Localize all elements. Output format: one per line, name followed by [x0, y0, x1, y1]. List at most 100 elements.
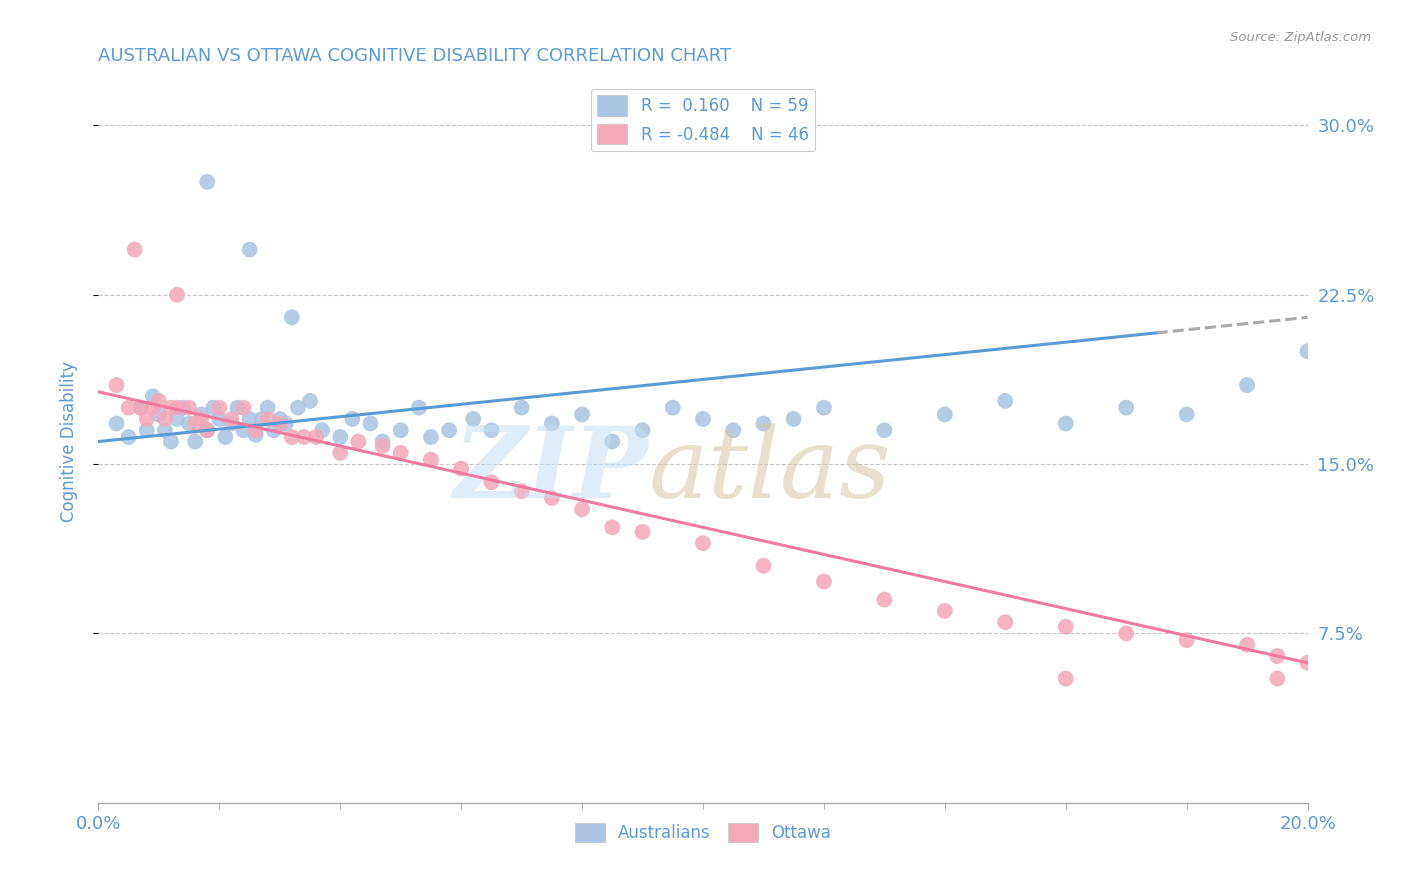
Point [463, 412, 485, 426]
Point [269, 417, 291, 431]
Point [1054, 672, 1077, 686]
Point [481, 423, 503, 437]
Point [342, 412, 364, 426]
Point [1236, 378, 1258, 392]
Point [105, 378, 128, 392]
Point [631, 524, 654, 539]
Point [631, 423, 654, 437]
Point [1296, 344, 1319, 359]
Point [208, 412, 231, 426]
Point [1175, 408, 1198, 422]
Point [160, 401, 183, 415]
Point [1267, 648, 1289, 663]
Point [723, 423, 745, 437]
Point [208, 401, 231, 415]
Point [142, 389, 165, 403]
Point [135, 412, 157, 426]
Point [172, 401, 194, 415]
Point [118, 430, 141, 444]
Point [129, 401, 152, 415]
Text: AUSTRALIAN VS OTTAWA COGNITIVE DISABILITY CORRELATION CHART: AUSTRALIAN VS OTTAWA COGNITIVE DISABILIT… [98, 47, 731, 65]
Point [179, 401, 201, 415]
Point [813, 574, 835, 589]
Point [1054, 620, 1077, 634]
Point [481, 475, 503, 490]
Point [692, 536, 714, 550]
Point [510, 484, 533, 499]
Point [389, 446, 412, 460]
Point [813, 401, 835, 415]
Point [148, 408, 170, 422]
Point [118, 401, 141, 415]
Point [184, 417, 207, 431]
Point [994, 393, 1017, 408]
Point [256, 401, 278, 415]
Point [292, 430, 315, 444]
Point [179, 417, 201, 431]
Point [420, 430, 443, 444]
Point [510, 401, 533, 415]
Point [153, 412, 176, 426]
Point [221, 417, 243, 431]
Point [389, 423, 412, 437]
Point [371, 439, 394, 453]
Point [450, 461, 472, 475]
Point [226, 401, 249, 415]
Point [281, 430, 304, 444]
Point [299, 393, 322, 408]
Point [329, 446, 352, 460]
Point [124, 243, 146, 257]
Point [232, 401, 254, 415]
Point [1054, 417, 1077, 431]
Point [245, 427, 267, 442]
Point [256, 412, 278, 426]
Point [873, 423, 896, 437]
Point [142, 401, 165, 415]
Point [360, 417, 382, 431]
Point [245, 423, 267, 437]
Point [305, 430, 328, 444]
Point [420, 452, 443, 467]
Point [166, 287, 188, 301]
Point [195, 423, 218, 437]
Point [692, 412, 714, 426]
Point [190, 412, 212, 426]
Point [263, 423, 285, 437]
Point [661, 401, 683, 415]
Point [1115, 626, 1137, 640]
Point [311, 423, 333, 437]
Point [1267, 672, 1289, 686]
Y-axis label: Cognitive Disability: Cognitive Disability [59, 361, 77, 522]
Point [195, 175, 218, 189]
Point [214, 430, 236, 444]
Point [1296, 656, 1319, 670]
Point [135, 423, 157, 437]
Point [269, 412, 291, 426]
Point [1115, 401, 1137, 415]
Point [250, 412, 273, 426]
Point [195, 423, 218, 437]
Point [232, 423, 254, 437]
Point [105, 417, 128, 431]
Point [873, 592, 896, 607]
Point [752, 417, 775, 431]
Point [371, 434, 394, 449]
Point [540, 417, 562, 431]
Point [437, 423, 460, 437]
Point [160, 434, 183, 449]
Point [1175, 633, 1198, 648]
Text: Source: ZipAtlas.com: Source: ZipAtlas.com [1230, 31, 1371, 45]
Point [934, 604, 956, 618]
Text: atlas: atlas [648, 423, 891, 518]
Point [274, 417, 297, 431]
Point [602, 520, 624, 534]
Point [602, 434, 624, 449]
Legend: Australians, Ottawa: Australians, Ottawa [568, 816, 838, 848]
Point [752, 558, 775, 573]
Point [239, 412, 262, 426]
Point [540, 491, 562, 505]
Point [783, 412, 806, 426]
Point [994, 615, 1017, 630]
Text: ZIP: ZIP [454, 422, 648, 518]
Point [202, 401, 225, 415]
